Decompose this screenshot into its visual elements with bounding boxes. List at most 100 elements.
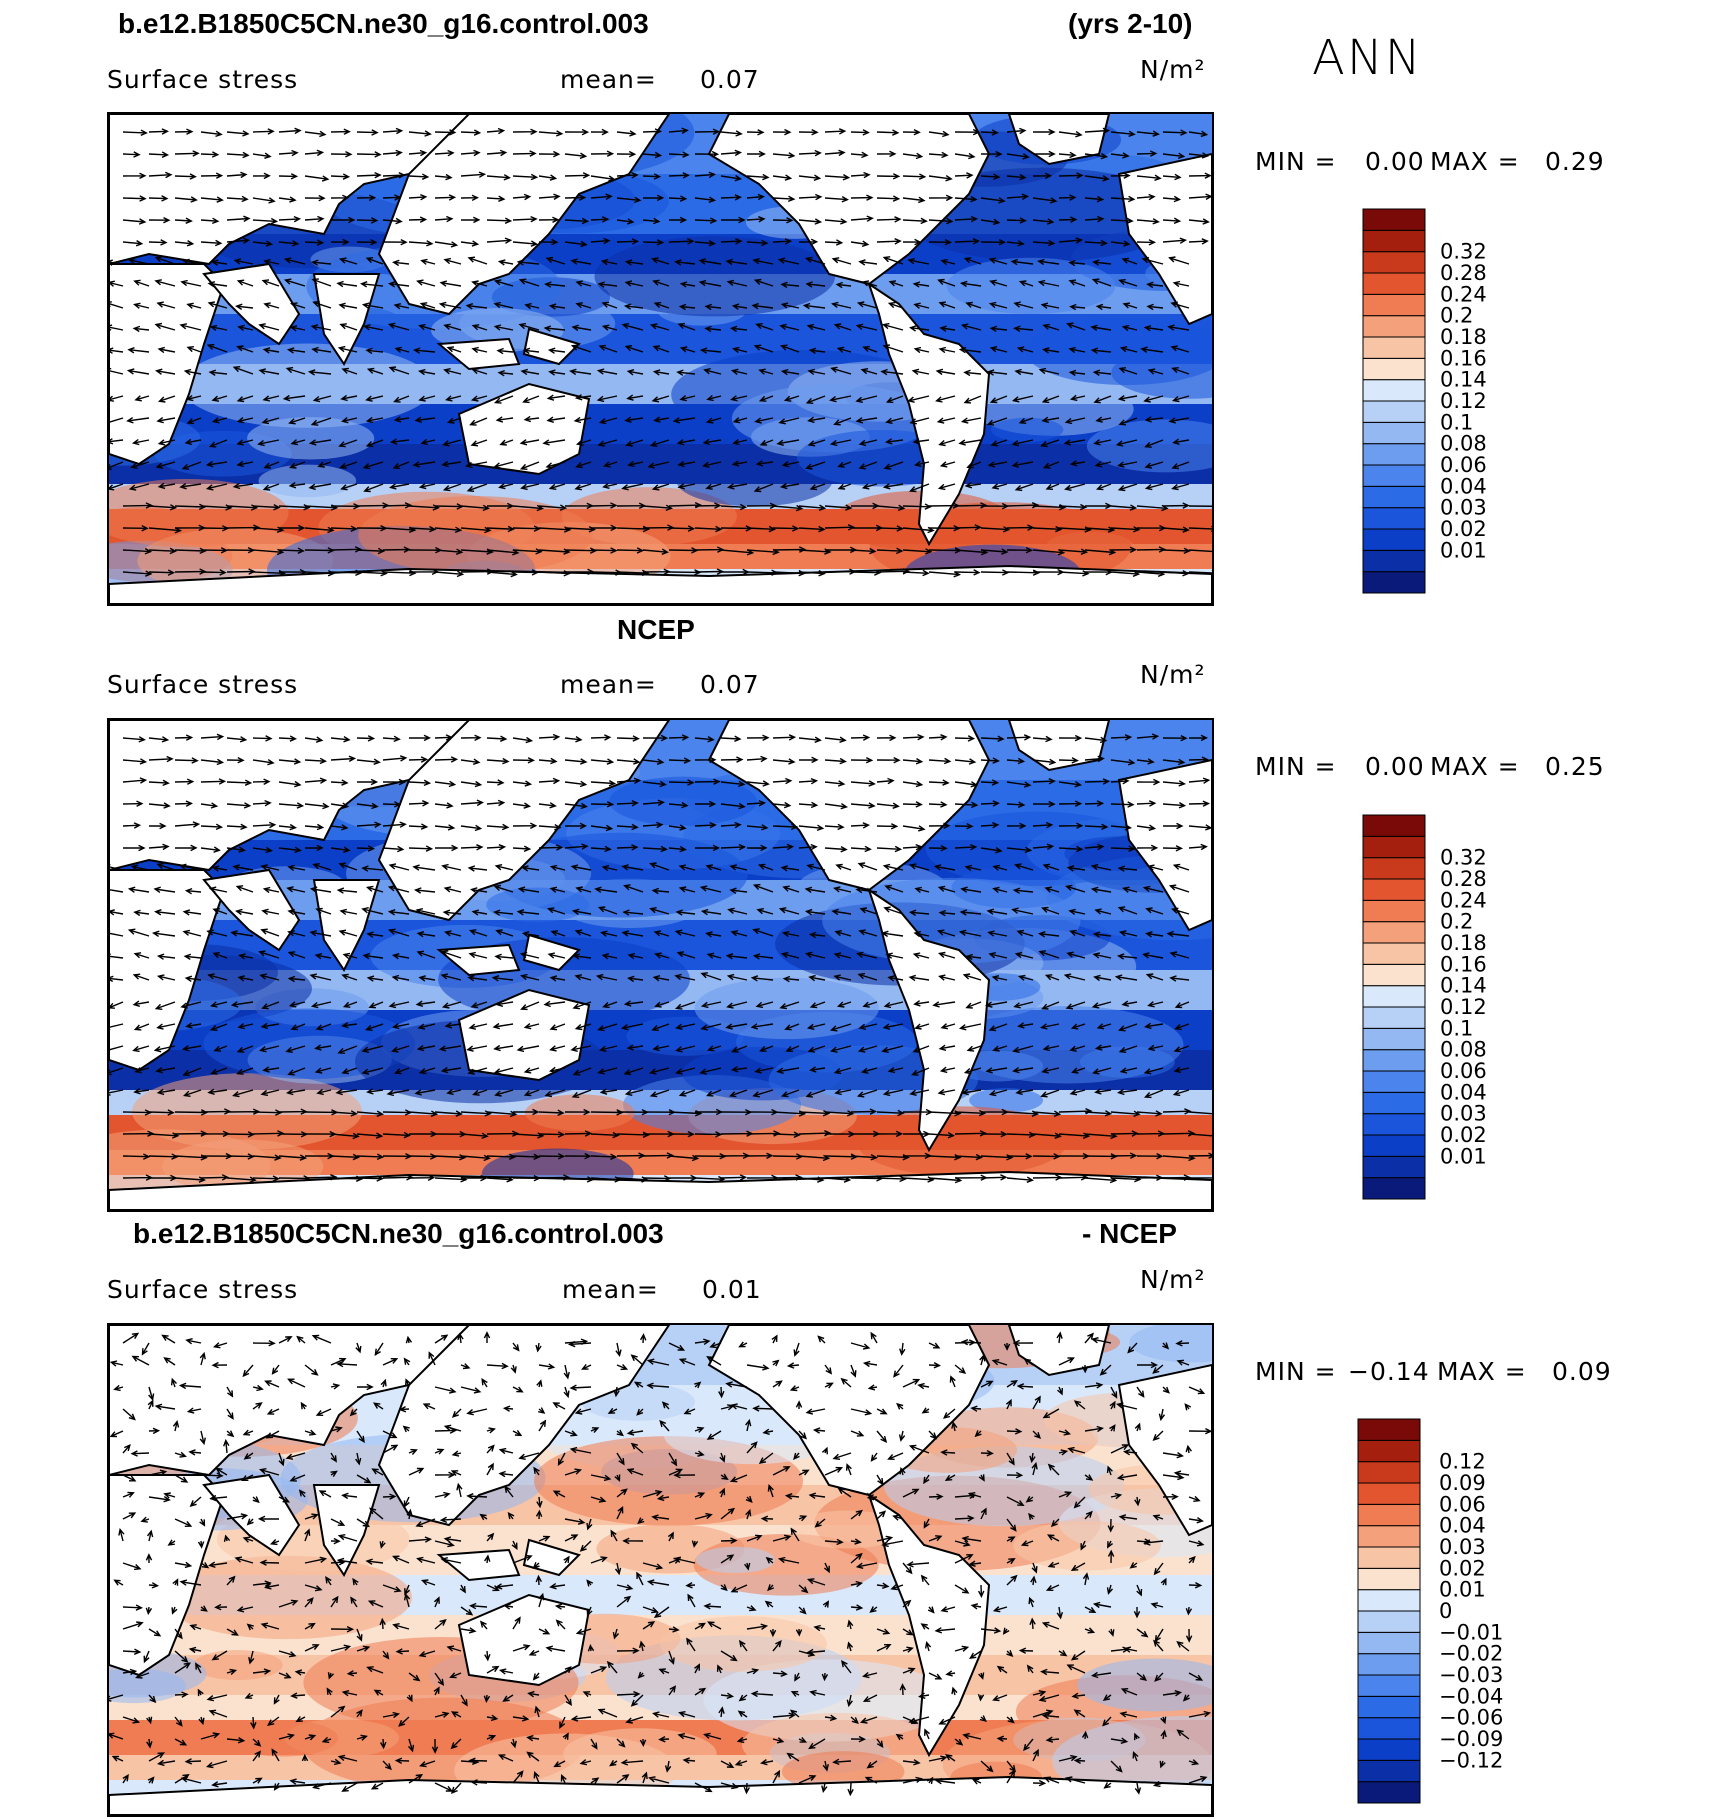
stress-vector bbox=[1144, 416, 1164, 423]
stress-vector bbox=[725, 953, 748, 960]
stress-vector bbox=[805, 281, 826, 288]
stress-vector bbox=[520, 973, 540, 981]
stress-vector bbox=[418, 323, 436, 331]
stress-vector bbox=[1169, 951, 1190, 959]
stress-vector bbox=[798, 824, 825, 832]
stress-vector bbox=[652, 1044, 670, 1052]
stress-vector bbox=[620, 1023, 644, 1031]
stress-vector bbox=[118, 1528, 125, 1542]
stress-vector bbox=[562, 1732, 569, 1740]
stress-vector bbox=[471, 324, 488, 331]
stress-vector bbox=[1170, 301, 1190, 309]
stress-vector bbox=[1110, 217, 1134, 225]
stress-vector bbox=[252, 197, 276, 204]
stress-vector bbox=[876, 1535, 894, 1542]
stress-vector bbox=[415, 1000, 436, 1007]
stress-vector bbox=[557, 1452, 566, 1467]
stress-vector bbox=[1093, 439, 1112, 446]
stress-vector bbox=[1117, 1088, 1138, 1096]
stress-vector bbox=[200, 130, 223, 138]
colorbar-tick-label: 0.03 bbox=[1439, 1535, 1486, 1559]
stress-vector bbox=[1069, 394, 1086, 402]
stress-vector bbox=[1014, 951, 1034, 959]
stress-vector bbox=[242, 1364, 254, 1378]
stress-vector bbox=[236, 1606, 254, 1613]
stress-vector bbox=[342, 1001, 358, 1008]
stress-vector bbox=[824, 736, 847, 743]
stress-vector bbox=[295, 1716, 306, 1723]
stress-vector bbox=[637, 1517, 645, 1525]
stress-vector bbox=[1006, 173, 1027, 181]
stress-vector bbox=[141, 1342, 150, 1356]
stress-vector bbox=[1006, 1574, 1018, 1586]
stress-vector bbox=[980, 1449, 994, 1457]
stress-vector bbox=[1058, 1107, 1093, 1115]
stress-vector bbox=[918, 1692, 930, 1699]
stress-vector bbox=[1084, 1627, 1096, 1634]
stress-vector bbox=[512, 1342, 520, 1352]
stress-vector bbox=[876, 1109, 905, 1117]
stress-vector bbox=[668, 801, 689, 809]
stress-vector bbox=[731, 303, 748, 310]
stress-vector bbox=[963, 369, 982, 377]
stress-vector bbox=[408, 240, 434, 247]
stress-vector bbox=[366, 1666, 384, 1674]
stress-vector bbox=[829, 439, 852, 447]
stress-vector bbox=[694, 217, 718, 224]
stress-vector bbox=[304, 844, 324, 852]
stress-vector bbox=[847, 1782, 854, 1797]
stress-vector bbox=[572, 953, 592, 960]
stress-vector bbox=[387, 322, 410, 331]
stress-vector bbox=[633, 1381, 644, 1388]
stress-vector bbox=[798, 525, 826, 533]
stress-vector bbox=[850, 756, 874, 764]
stress-vector bbox=[200, 151, 220, 158]
stress-vector bbox=[495, 929, 514, 937]
stress-vector bbox=[881, 1045, 904, 1053]
stress-vector bbox=[1032, 778, 1056, 785]
stress-vector bbox=[1118, 1023, 1138, 1032]
map-blob bbox=[609, 776, 757, 826]
stress-vector bbox=[226, 1737, 246, 1744]
stress-vector bbox=[798, 843, 818, 851]
stress-vector bbox=[538, 1363, 556, 1370]
stress-vector bbox=[252, 1402, 263, 1410]
stress-vector bbox=[435, 844, 459, 852]
stress-vector bbox=[382, 755, 408, 762]
stress-vector bbox=[226, 237, 251, 244]
stress-vector bbox=[1045, 1584, 1060, 1591]
stress-vector bbox=[1056, 1331, 1063, 1344]
stress-vector bbox=[283, 257, 306, 265]
stress-vector bbox=[450, 1470, 462, 1477]
stress-vector bbox=[486, 525, 515, 533]
stress-vector bbox=[1069, 303, 1086, 311]
stress-vector bbox=[285, 1452, 306, 1460]
stress-vector bbox=[330, 1175, 364, 1182]
stress-vector bbox=[122, 547, 153, 555]
stress-vector bbox=[884, 884, 904, 893]
stress-vector bbox=[1031, 1461, 1038, 1476]
stress-vector bbox=[1162, 1690, 1183, 1697]
stress-vector bbox=[278, 240, 300, 247]
stress-vector bbox=[1006, 1558, 1016, 1565]
stress-vector bbox=[368, 1001, 384, 1009]
stress-vector bbox=[859, 907, 878, 915]
stress-vector bbox=[382, 1760, 392, 1771]
stress-vector bbox=[1168, 884, 1190, 893]
stress-vector bbox=[408, 149, 428, 157]
stress-vector bbox=[719, 1452, 726, 1463]
continent-outline bbox=[109, 1474, 226, 1677]
stress-vector bbox=[772, 843, 795, 851]
stress-vector bbox=[960, 417, 982, 424]
stress-vector bbox=[1013, 1001, 1034, 1009]
stress-vector bbox=[258, 323, 280, 331]
stress-vector bbox=[798, 128, 819, 136]
stress-vector bbox=[1162, 1342, 1170, 1350]
stress-vector bbox=[1070, 1562, 1086, 1571]
stress-vector bbox=[1058, 1491, 1073, 1498]
stress-vector bbox=[403, 1592, 411, 1608]
stress-vector bbox=[290, 1023, 306, 1031]
stress-vector bbox=[1063, 439, 1086, 446]
stress-vector bbox=[1102, 1716, 1112, 1727]
stress-vector bbox=[153, 1045, 176, 1053]
